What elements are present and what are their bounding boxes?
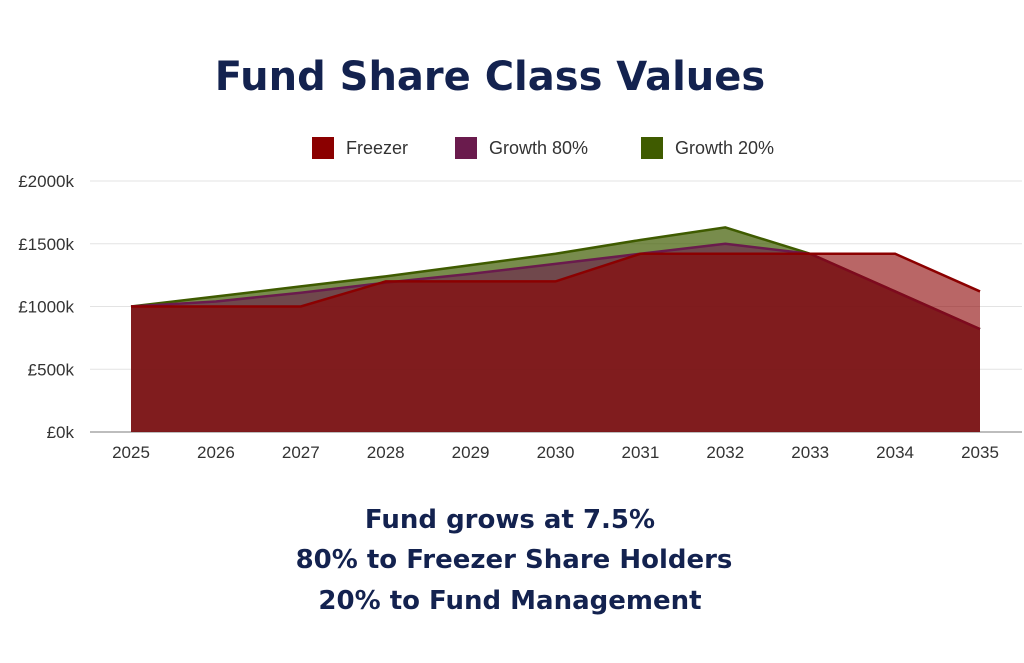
legend-item: Growth 80% [455, 137, 588, 159]
x-tick-label: 2026 [197, 443, 235, 462]
legend-swatch [641, 137, 663, 159]
legend-label: Growth 20% [675, 138, 774, 158]
x-tick-label: 2028 [367, 443, 405, 462]
legend-label: Growth 80% [489, 138, 588, 158]
y-tick-label: £1000k [18, 298, 74, 317]
x-tick-label: 2034 [876, 443, 914, 462]
y-tick-label: £1500k [18, 235, 74, 254]
line-freezer [131, 252, 981, 308]
x-tick-label: 2033 [791, 443, 829, 462]
note-line-2: 80% to Freezer Share Holders [296, 545, 733, 575]
chart-title: Fund Share Class Values [215, 54, 765, 100]
x-tick-label: 2025 [112, 443, 150, 462]
legend-swatch [312, 137, 334, 159]
x-tick-label: 2032 [706, 443, 744, 462]
x-tick-label: 2030 [537, 443, 575, 462]
x-tick-label: 2031 [621, 443, 659, 462]
x-tick-label: 2027 [282, 443, 320, 462]
note-line-1: Fund grows at 7.5% [365, 505, 655, 535]
x-tick-label: 2029 [452, 443, 490, 462]
x-axis-ticks: 2025 2026 2027 2028 2029 2030 2031 2032 2033 2034… [112, 443, 999, 462]
notes: Fund grows at 7.5% 80% to Freezer Share … [296, 505, 733, 616]
y-tick-label: £500k [28, 360, 75, 379]
note-line-3: 20% to Fund Management [318, 586, 701, 616]
plot-areas [130, 226, 981, 432]
y-axis-ticks: £0k £500k £1000k £1500k £2000k [18, 172, 74, 442]
legend-swatch [455, 137, 477, 159]
legend-label: Freezer [346, 138, 408, 158]
area-freezer [131, 253, 980, 432]
legend-item: Growth 20% [641, 137, 774, 159]
x-tick-label: 2035 [961, 443, 999, 462]
legend-item: Freezer [312, 137, 408, 159]
y-tick-label: £0k [47, 423, 75, 442]
legend: Freezer Growth 80% Growth 20% [312, 137, 774, 159]
y-tick-label: £2000k [18, 172, 74, 191]
